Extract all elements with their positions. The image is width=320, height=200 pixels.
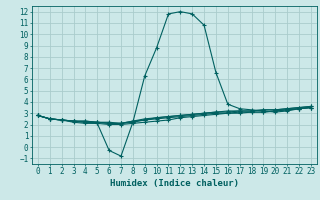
X-axis label: Humidex (Indice chaleur): Humidex (Indice chaleur): [110, 179, 239, 188]
